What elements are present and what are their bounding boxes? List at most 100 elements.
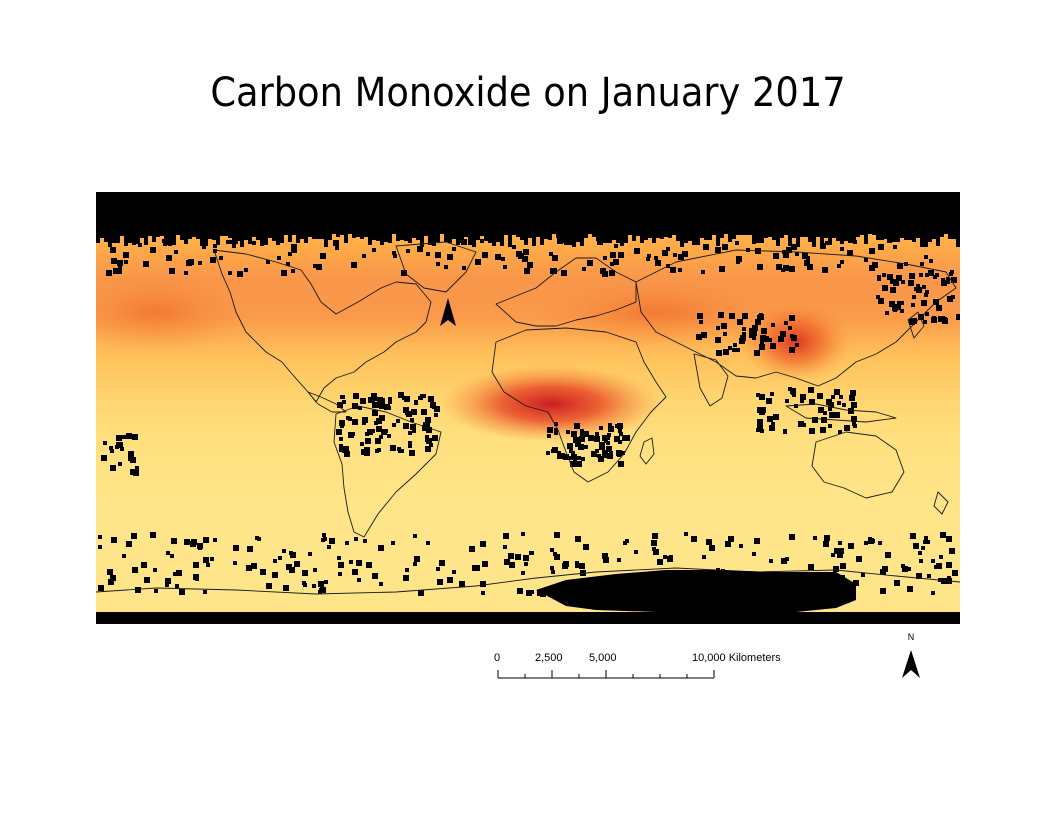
no-data-pixel xyxy=(718,312,724,318)
no-data-pixel xyxy=(600,232,604,243)
no-data-pixel xyxy=(913,543,919,549)
no-data-pixel xyxy=(206,563,210,567)
no-data-pixel xyxy=(716,326,720,330)
no-data-pixel xyxy=(608,423,612,427)
no-data-pixel xyxy=(783,429,787,433)
no-data-pixel xyxy=(426,541,430,545)
no-data-pixel xyxy=(529,551,533,555)
no-data-pixel xyxy=(914,287,918,291)
no-data-pixel xyxy=(607,453,613,459)
no-data-pixel xyxy=(800,399,804,403)
no-data-pixel xyxy=(816,232,820,237)
no-data-pixel xyxy=(621,451,625,455)
no-data-pixel xyxy=(912,232,916,242)
no-data-pixel xyxy=(552,447,558,453)
no-data-pixel xyxy=(740,232,744,235)
no-data-pixel xyxy=(321,538,325,542)
no-data-pixel xyxy=(138,243,142,247)
no-data-pixel xyxy=(430,399,434,403)
no-data-pixel xyxy=(408,444,412,448)
no-data-pixel xyxy=(669,555,673,559)
no-data-pixel xyxy=(104,232,108,242)
no-data-pixel xyxy=(926,540,930,544)
no-data-pixel xyxy=(272,572,278,578)
no-data-pixel xyxy=(759,344,765,350)
no-data-pixel xyxy=(823,541,829,547)
no-data-pixel xyxy=(430,402,434,406)
no-data-pixel xyxy=(640,232,644,243)
no-data-pixel xyxy=(583,431,589,437)
no-data-pixel xyxy=(128,457,132,461)
no-data-pixel xyxy=(934,565,938,569)
no-data-pixel xyxy=(566,430,570,434)
no-data-pixel xyxy=(809,428,815,434)
antarctica-no-data xyxy=(536,570,856,614)
no-data-pixel xyxy=(363,451,367,455)
no-data-pixel xyxy=(115,445,119,449)
no-data-pixel xyxy=(329,538,335,544)
no-data-pixel xyxy=(878,244,884,250)
no-data-pixel xyxy=(608,232,612,243)
no-data-pixel xyxy=(120,447,124,451)
no-data-pixel xyxy=(173,572,177,576)
no-data-pixel xyxy=(725,541,731,547)
no-data-pixel xyxy=(376,426,382,432)
no-data-pixel xyxy=(165,578,171,584)
no-data-pixel xyxy=(784,321,788,325)
no-data-pixel xyxy=(528,232,532,238)
no-data-pixel xyxy=(550,548,554,552)
no-data-pixel xyxy=(252,241,256,245)
north-pacific-hotspot xyxy=(96,272,246,352)
no-data-pixel xyxy=(143,261,149,267)
no-data-pixel xyxy=(759,394,765,400)
no-data-pixel xyxy=(616,437,620,441)
no-data-pixel xyxy=(584,445,588,449)
no-data-pixel xyxy=(232,232,236,239)
no-data-pixel xyxy=(192,232,196,237)
no-data-pixel xyxy=(229,240,233,244)
no-data-pixel xyxy=(752,325,758,331)
no-data-pixel xyxy=(362,254,366,258)
no-data-pixel xyxy=(788,326,792,330)
no-data-pixel xyxy=(251,563,257,569)
no-data-pixel xyxy=(808,564,814,570)
no-data-pixel xyxy=(632,232,636,241)
no-data-pixel xyxy=(166,255,172,261)
no-data-pixel xyxy=(124,260,128,264)
no-data-pixel xyxy=(789,266,795,272)
no-data-pixel xyxy=(360,442,364,446)
no-data-pixel xyxy=(339,444,343,448)
no-data-pixel xyxy=(636,232,640,236)
no-data-pixel xyxy=(492,232,496,246)
no-data-pixel xyxy=(110,247,116,253)
no-data-pixel xyxy=(288,252,292,256)
no-data-pixel xyxy=(699,320,703,324)
no-data-pixel xyxy=(696,232,700,245)
no-data-pixel xyxy=(556,232,560,238)
no-data-pixel xyxy=(925,290,929,294)
no-data-pixel xyxy=(340,395,344,399)
no-data-pixel xyxy=(434,413,438,417)
no-data-pixel xyxy=(941,278,945,282)
no-data-pixel xyxy=(284,232,288,235)
no-data-pixel xyxy=(932,232,936,239)
no-data-pixel xyxy=(312,232,316,239)
no-data-pixel xyxy=(680,232,684,247)
no-data-pixel xyxy=(300,232,304,239)
no-data-pixel xyxy=(190,541,196,547)
no-data-pixel xyxy=(606,436,610,440)
no-data-pixel xyxy=(618,440,622,444)
no-data-pixel xyxy=(524,232,528,245)
no-data-pixel xyxy=(876,232,880,240)
no-data-pixel xyxy=(136,232,140,244)
no-data-pixel xyxy=(920,232,924,247)
no-data-pixel xyxy=(844,232,848,241)
no-data-pixel xyxy=(447,577,453,583)
no-data-pixel xyxy=(575,561,579,565)
no-data-pixel xyxy=(411,409,417,415)
no-data-pixel xyxy=(838,548,844,554)
no-data-pixel xyxy=(150,247,156,253)
no-data-pixel xyxy=(877,275,881,279)
no-data-pixel xyxy=(328,232,332,240)
no-data-pixel xyxy=(581,457,585,461)
